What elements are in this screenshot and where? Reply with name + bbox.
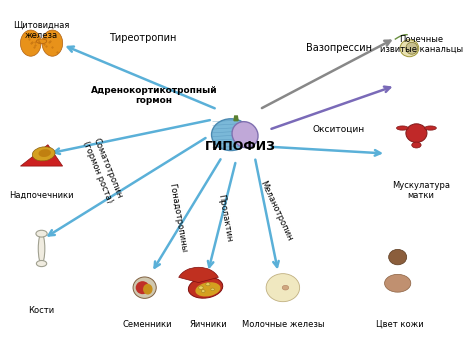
Text: Меланотропин: Меланотропин xyxy=(258,180,294,243)
Wedge shape xyxy=(179,267,219,283)
Text: Почечные
извитые канальцы: Почечные извитые канальцы xyxy=(380,35,463,54)
Ellipse shape xyxy=(188,277,223,298)
Text: Вазопрессин: Вазопрессин xyxy=(306,43,372,53)
Text: Надпочечники: Надпочечники xyxy=(9,191,74,200)
Ellipse shape xyxy=(201,290,205,293)
Ellipse shape xyxy=(412,142,421,148)
Ellipse shape xyxy=(143,284,153,295)
Text: Кости: Кости xyxy=(28,306,55,315)
Ellipse shape xyxy=(232,122,258,148)
Text: ГИПОФИЗ: ГИПОФИЗ xyxy=(205,140,276,153)
Ellipse shape xyxy=(266,274,300,302)
Ellipse shape xyxy=(211,288,214,291)
Ellipse shape xyxy=(282,285,289,290)
Ellipse shape xyxy=(195,282,220,297)
Polygon shape xyxy=(20,145,63,166)
Ellipse shape xyxy=(20,30,41,56)
Ellipse shape xyxy=(32,147,55,161)
Ellipse shape xyxy=(406,42,418,54)
Text: Яичники: Яичники xyxy=(189,320,227,329)
Ellipse shape xyxy=(38,149,51,157)
Text: Молочные железы: Молочные железы xyxy=(242,320,324,329)
Ellipse shape xyxy=(406,124,427,143)
Ellipse shape xyxy=(206,283,210,286)
Ellipse shape xyxy=(38,234,45,264)
Ellipse shape xyxy=(136,281,149,294)
Text: Семенники: Семенники xyxy=(122,320,172,329)
Ellipse shape xyxy=(389,249,407,265)
Text: Соматотропин
(гормон роста): Соматотропин (гормон роста) xyxy=(81,136,124,205)
Ellipse shape xyxy=(400,40,419,57)
Ellipse shape xyxy=(36,39,47,44)
Polygon shape xyxy=(234,116,238,121)
Text: Гонадотропины: Гонадотропины xyxy=(167,183,188,253)
Text: Цвет кожи: Цвет кожи xyxy=(376,320,424,329)
Ellipse shape xyxy=(133,277,156,298)
Text: Тиреотропин: Тиреотропин xyxy=(109,33,176,43)
Text: Адренокортикотропный
гормон: Адренокортикотропный гормон xyxy=(91,86,218,105)
Ellipse shape xyxy=(397,126,408,130)
Ellipse shape xyxy=(42,30,63,56)
Ellipse shape xyxy=(36,261,47,267)
Ellipse shape xyxy=(211,119,250,150)
Ellipse shape xyxy=(384,275,411,292)
Text: Пролактин: Пролактин xyxy=(216,193,233,243)
Text: Щитовидная
железа: Щитовидная железа xyxy=(13,21,70,41)
Text: Мускулатура
матки: Мускулатура матки xyxy=(392,181,450,200)
Ellipse shape xyxy=(199,286,203,290)
Ellipse shape xyxy=(36,230,47,237)
Ellipse shape xyxy=(425,126,437,130)
Text: Окситоцин: Окситоцин xyxy=(313,125,365,134)
